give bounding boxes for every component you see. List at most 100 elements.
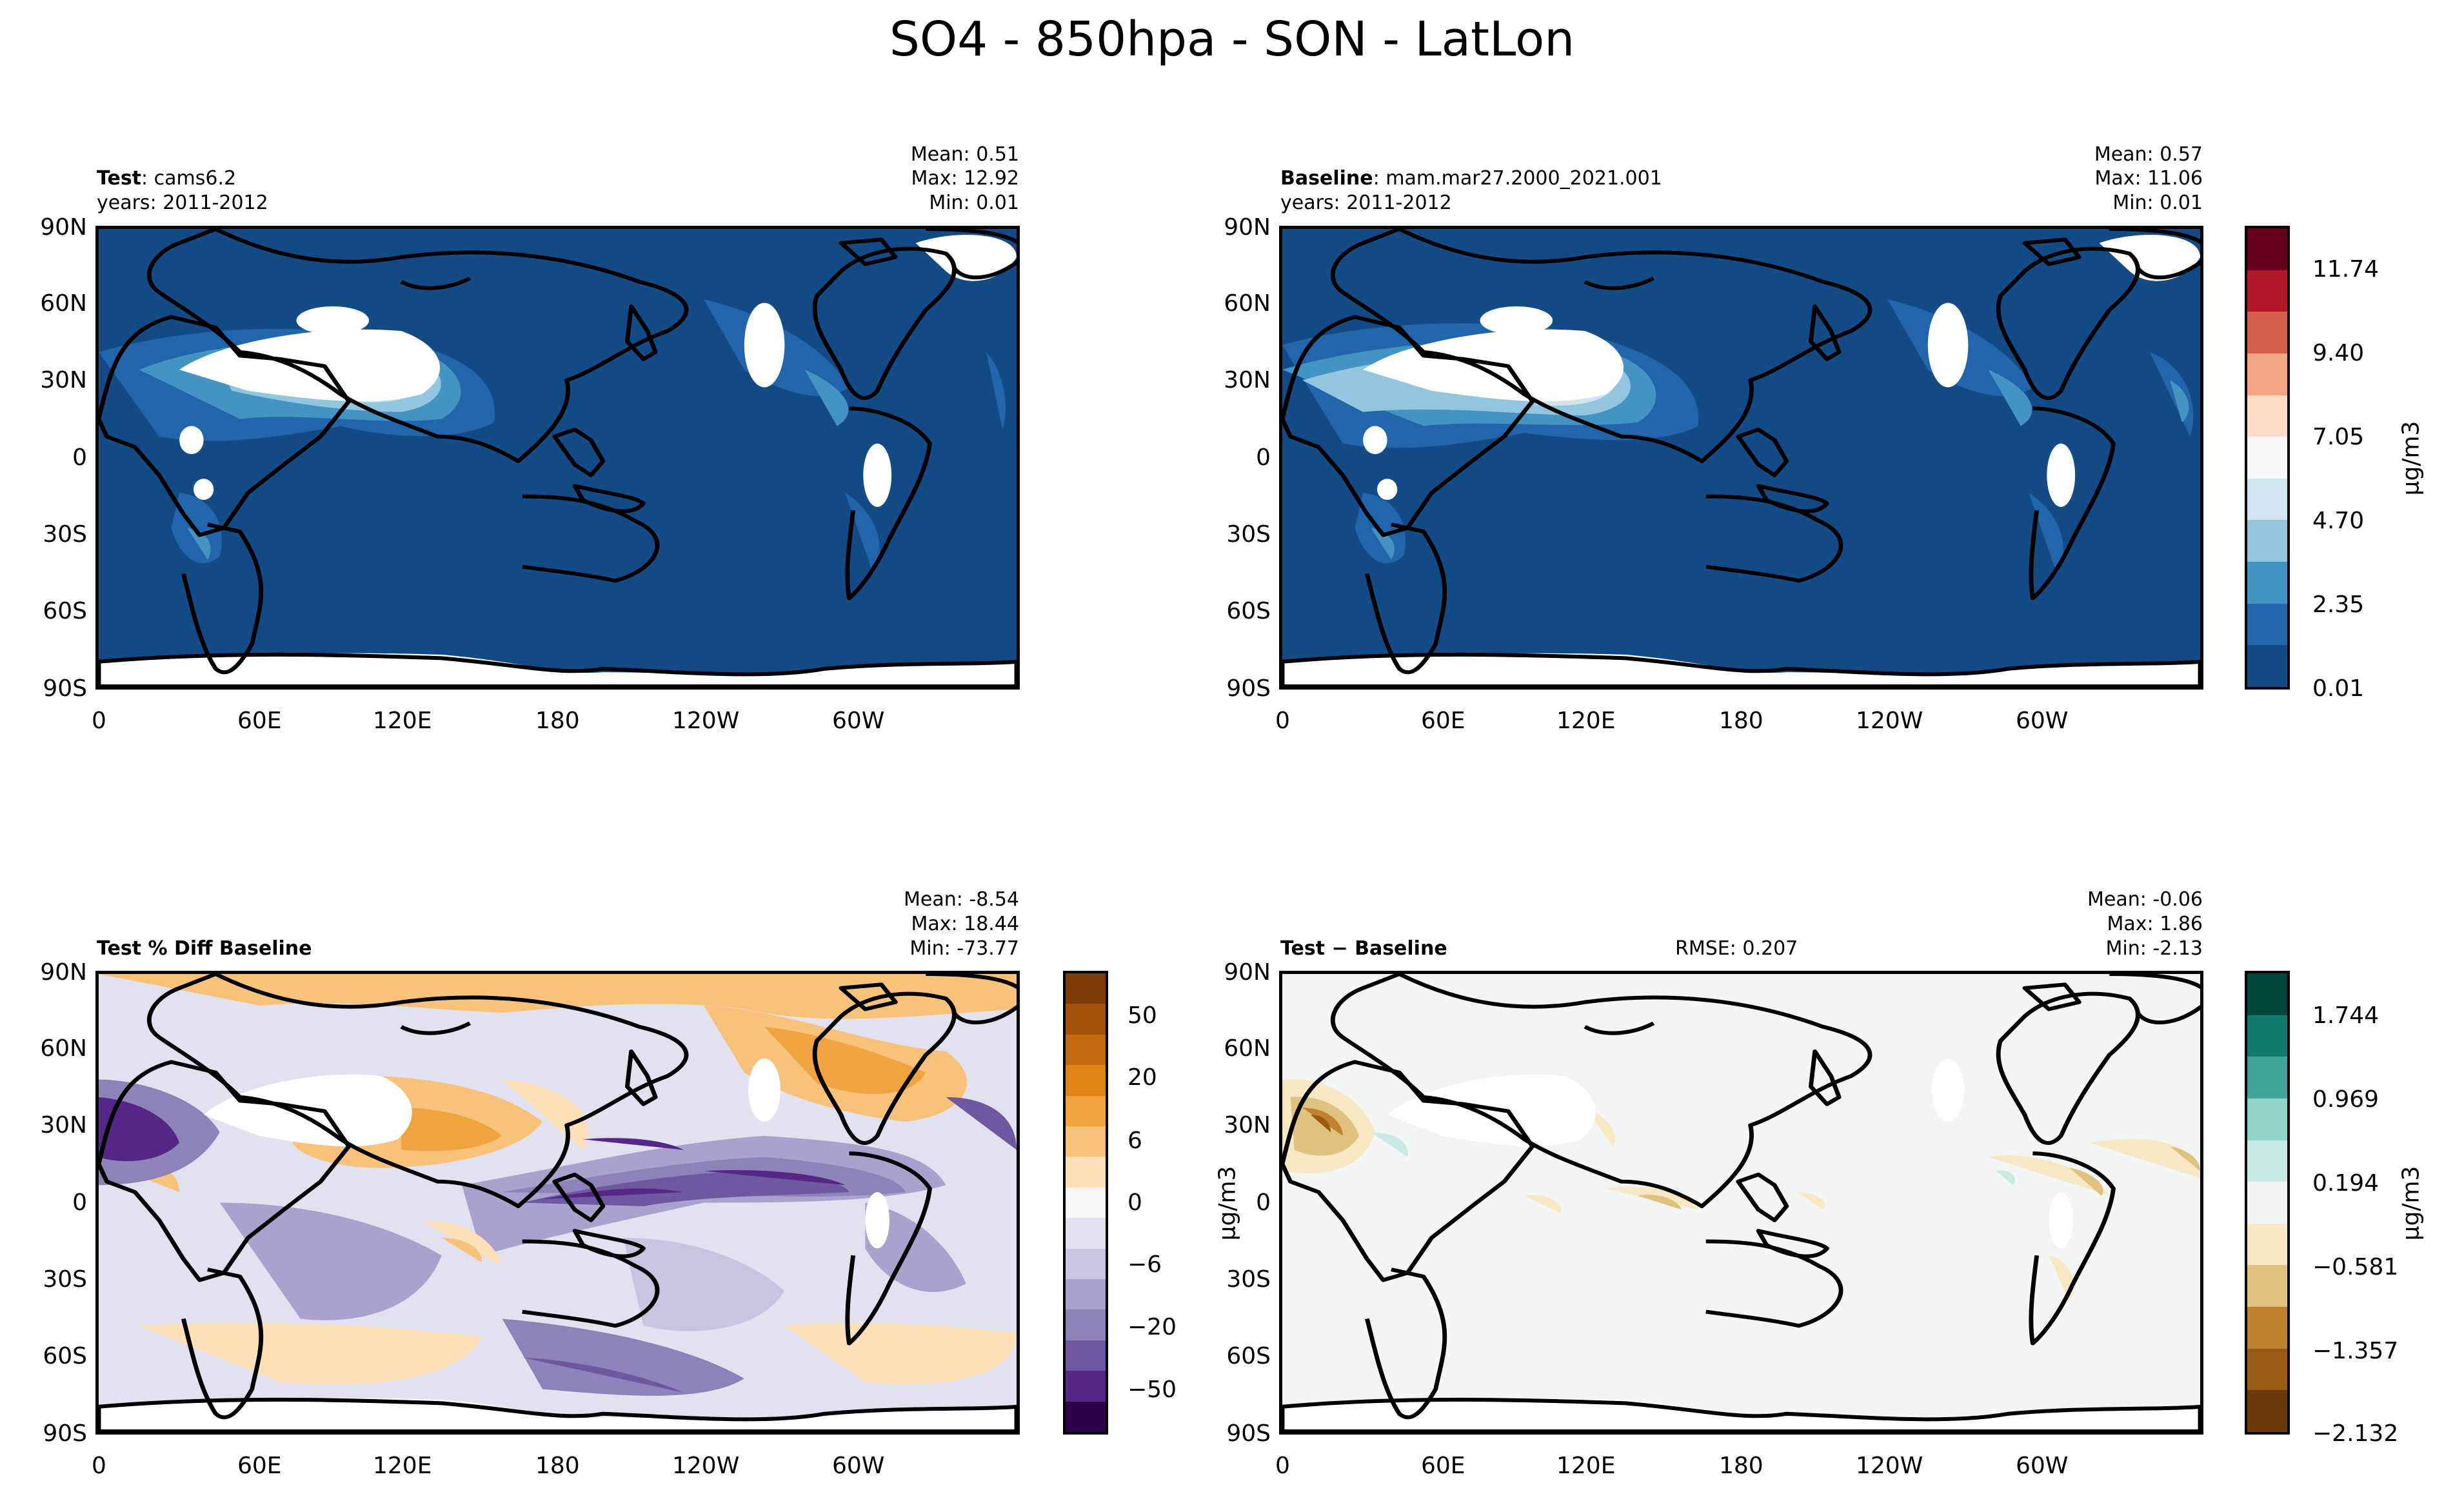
- colorbar-main-tick: 0.01: [2312, 675, 2365, 702]
- lat-tick: 60S: [43, 598, 87, 624]
- lat-tick: 60S: [1226, 598, 1271, 624]
- lat-tick: 30S: [1226, 1266, 1271, 1293]
- colorbar-main-tick: 4.70: [2312, 508, 2365, 534]
- map-diff-field: [1282, 974, 2200, 1431]
- colorbar-pct-segment: [1066, 1126, 1106, 1157]
- panel-diff-label-baseline: Baseline: [1355, 937, 1447, 960]
- colorbar-diff-tick: −2.132: [2312, 1420, 2399, 1447]
- colorbar-main-tick: 9.40: [2312, 340, 2365, 366]
- colorbar-diff-segment: [2247, 1265, 2287, 1307]
- panel-diff-rmse: RMSE: 0.207: [1675, 937, 1798, 960]
- colorbar-pct-segment: [1066, 973, 1106, 1004]
- colorbar-pct-tick: −50: [1128, 1377, 1177, 1403]
- colorbar-diff: [2245, 971, 2290, 1435]
- colorbar-diff-segment: [2247, 1182, 2287, 1224]
- lon-tick: 120W: [672, 708, 740, 734]
- colorbar-pct-segment: [1066, 1004, 1106, 1035]
- colorbar-main-segment: [2247, 437, 2287, 479]
- lat-tick: 60N: [1224, 290, 1271, 317]
- panel-pctdiff-min: Min: -73.77: [909, 937, 1019, 960]
- colorbar-diff-segment: [2247, 1015, 2287, 1057]
- colorbar-pct-segment: [1066, 1187, 1106, 1218]
- panel-test-label: Test: cams6.2: [97, 169, 236, 188]
- colorbar-pct-segment: [1066, 1401, 1106, 1433]
- lat-tick: 0: [72, 444, 87, 471]
- colorbar-diff-tick: 0.194: [2312, 1170, 2380, 1197]
- lat-tick: 90N: [1224, 214, 1271, 241]
- colorbar-main-segment: [2247, 645, 2287, 688]
- lat-tick: 60S: [43, 1343, 87, 1369]
- colorbar-diff-tick: −0.581: [2312, 1254, 2399, 1280]
- colorbar-pct-segment: [1066, 1218, 1106, 1249]
- colorbar-diff-segment: [2247, 1140, 2287, 1182]
- lat-tick: 30S: [43, 521, 87, 548]
- panel-pctdiff-mean: Mean: -8.54: [903, 888, 1019, 911]
- map-baseline: [1279, 226, 2203, 690]
- panel-diff-max: Max: 1.86: [2107, 913, 2203, 935]
- colorbar-diff-segment: [2247, 1223, 2287, 1266]
- map-test-field: [99, 229, 1017, 686]
- colorbar-pct-tick: 50: [1128, 1002, 1157, 1029]
- panel-test-min: Min: 0.01: [929, 192, 1019, 214]
- lon-tick: 60E: [1421, 1453, 1465, 1479]
- panel-pctdiff-max: Max: 18.44: [911, 913, 1019, 935]
- lon-tick: 180: [1719, 708, 1764, 734]
- map-pctdiff-field: [99, 974, 1017, 1431]
- colorbar-pct-segment: [1066, 1248, 1106, 1280]
- panel-baseline-label-bold: Baseline: [1280, 167, 1373, 190]
- panel-pctdiff-label: Test % Diff Baseline: [97, 937, 312, 960]
- lat-tick: 90S: [43, 1420, 87, 1447]
- colorbar-pct-segment: [1066, 1279, 1106, 1310]
- colorbar-diff-segment: [2247, 1307, 2287, 1349]
- colorbar-diff-segment: [2247, 1098, 2287, 1140]
- colorbar-main-tick: 11.74: [2312, 256, 2380, 283]
- colorbar-pct-tick: 6: [1128, 1128, 1142, 1154]
- colorbar-main-unit: μg/m3: [2398, 421, 2425, 496]
- colorbar-main-segment: [2247, 395, 2287, 437]
- lon-tick: 60W: [832, 708, 885, 734]
- colorbar-pct-tick: −20: [1128, 1314, 1177, 1340]
- lon-tick: 180: [535, 1453, 580, 1479]
- panel-diff-operator: −: [1331, 937, 1348, 960]
- lon-tick: 60E: [237, 1453, 282, 1479]
- pctdiff-field: [99, 974, 1017, 1396]
- lon-tick: 120W: [1856, 708, 1923, 734]
- colorbar-main: [2245, 226, 2290, 690]
- lat-tick: 30N: [1224, 367, 1271, 393]
- panel-diff-mean: Mean: -0.06: [2087, 888, 2203, 911]
- colorbar-main-segment: [2247, 312, 2287, 353]
- map-baseline-field: [1282, 229, 2200, 686]
- colorbar-main-segment: [2247, 270, 2287, 312]
- colorbar-pct-tick: 20: [1128, 1064, 1157, 1091]
- panel-baseline-max: Max: 11.06: [2094, 167, 2203, 190]
- colorbar-main-segment: [2247, 478, 2287, 521]
- lon-tick: 180: [1719, 1453, 1764, 1479]
- colorbar-diff-unit: μg/m3: [2398, 1166, 2425, 1241]
- diff-field: [1282, 1079, 2200, 1302]
- colorbar-main-tick: 2.35: [2312, 591, 2365, 618]
- lat-tick: 0: [1256, 444, 1271, 471]
- colorbar-pct-tick: 0: [1128, 1189, 1142, 1216]
- panel-diff-label: Test − Baseline: [1280, 939, 1447, 959]
- colorbar-pct-segment: [1066, 1371, 1106, 1402]
- colorbar-main-segment: [2247, 520, 2287, 562]
- colorbar-diff-segment: [2247, 1390, 2287, 1433]
- colorbar-pct-segment: [1066, 1340, 1106, 1371]
- lon-tick: 60W: [832, 1453, 885, 1479]
- lat-tick: 90S: [1226, 675, 1271, 702]
- lon-tick: 120E: [373, 1453, 432, 1479]
- figure-title: SO4 - 850hpa - SON - LatLon: [889, 12, 1575, 67]
- lon-tick: 60W: [2016, 708, 2069, 734]
- colorbar-main-segment: [2247, 603, 2287, 646]
- colorbar-pct-segment: [1066, 1065, 1106, 1096]
- lon-tick: 120W: [1856, 1453, 1923, 1479]
- panel-diff-label-test: Test: [1280, 937, 1326, 960]
- panel-baseline-min: Min: 0.01: [2112, 192, 2203, 214]
- colorbar-diff-segment: [2247, 1057, 2287, 1098]
- lat-tick: 0: [1256, 1189, 1271, 1216]
- lat-tick: 30S: [1226, 521, 1271, 548]
- lon-tick: 60E: [1421, 708, 1465, 734]
- colorbar-main-tick: 7.05: [2312, 424, 2365, 450]
- lat-tick: 30S: [43, 1266, 87, 1293]
- lat-tick: 90N: [40, 214, 87, 241]
